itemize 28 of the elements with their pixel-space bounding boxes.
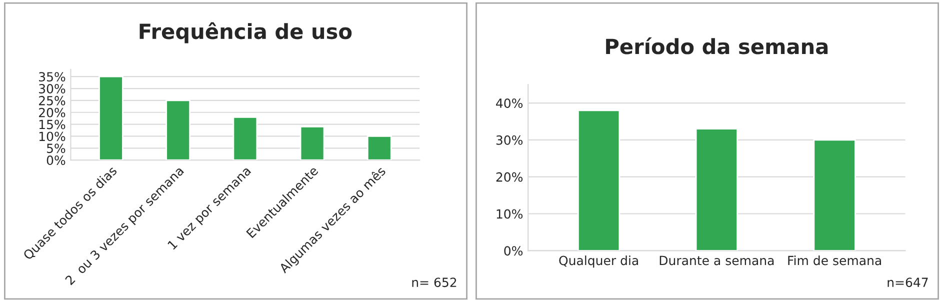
y-tick-label: 0% — [504, 246, 523, 256]
bar — [166, 100, 191, 160]
y-tick-label: 25% — [38, 96, 66, 106]
x-tick-label: Fim de semana — [788, 256, 881, 266]
y-tick-label: 20% — [38, 108, 66, 118]
y-tick-label: 5% — [47, 144, 66, 154]
chart-title: Frequência de uso — [140, 22, 352, 44]
bar — [695, 128, 738, 251]
bar — [366, 136, 392, 160]
bar — [577, 110, 620, 251]
y-tick-label: 20% — [496, 172, 523, 182]
x-tick-label: Durante a semana — [660, 256, 774, 266]
text: n= 652 — [412, 278, 456, 288]
bar — [232, 116, 258, 160]
chart-title: Período da semana — [606, 37, 828, 54]
bar — [300, 126, 325, 160]
y-tick-label: 30% — [496, 135, 523, 145]
y-tick-label: 10% — [496, 209, 523, 219]
y-tick-label: 35% — [39, 72, 66, 82]
y-tick-label: 15% — [39, 120, 66, 130]
x-tick-label: Qualquer dia — [559, 256, 638, 268]
bar — [813, 139, 856, 251]
y-tick-label: 40% — [496, 98, 523, 108]
y-tick-label: 0% — [46, 156, 66, 165]
bar — [98, 76, 124, 160]
y-tick-label: 10% — [39, 132, 66, 142]
text: n=647 — [888, 278, 928, 288]
y-tick-label: 30% — [39, 84, 66, 94]
